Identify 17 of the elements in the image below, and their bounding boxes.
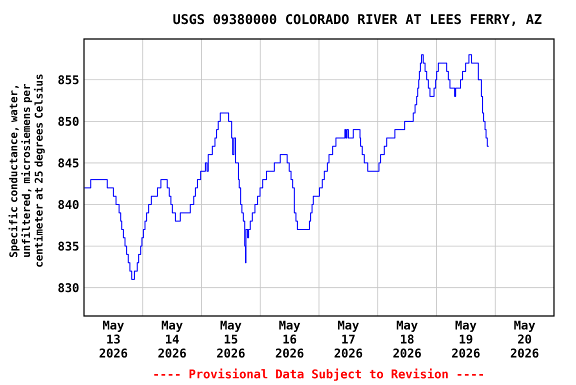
x-tick-label: May 13 2026 (100, 320, 128, 358)
x-tick-label: May 14 2026 (158, 320, 186, 358)
y-tick-label: 845 (58, 158, 78, 168)
y-axis-title: Specific conductance, water, unfiltered, microsiemens per centimeter at 25 degrees Celsius (8, 74, 45, 267)
text: ---- Provisional Data Subject to Revision ---- (154, 368, 484, 381)
x-tick-label: May 20 2026 (510, 320, 538, 358)
x-tick-label: May 15 2026 (217, 320, 245, 358)
x-tick-label: May 16 2026 (276, 320, 304, 358)
y-tick-label: 840 (58, 200, 79, 209)
y-tick-label: 850 (58, 116, 79, 126)
x-tick-label: May 17 2026 (334, 320, 362, 358)
x-tick-label: May 19 2026 (452, 320, 480, 358)
y-tick-label: 835 (58, 241, 78, 251)
chart-title: USGS 09380000 COLORADO RIVER AT LEES FERRY, AZ (173, 14, 542, 26)
y-tick-label: 830 (58, 283, 79, 292)
y-tick-label: 855 (58, 75, 78, 84)
x-tick-label: May 18 2026 (393, 320, 421, 358)
